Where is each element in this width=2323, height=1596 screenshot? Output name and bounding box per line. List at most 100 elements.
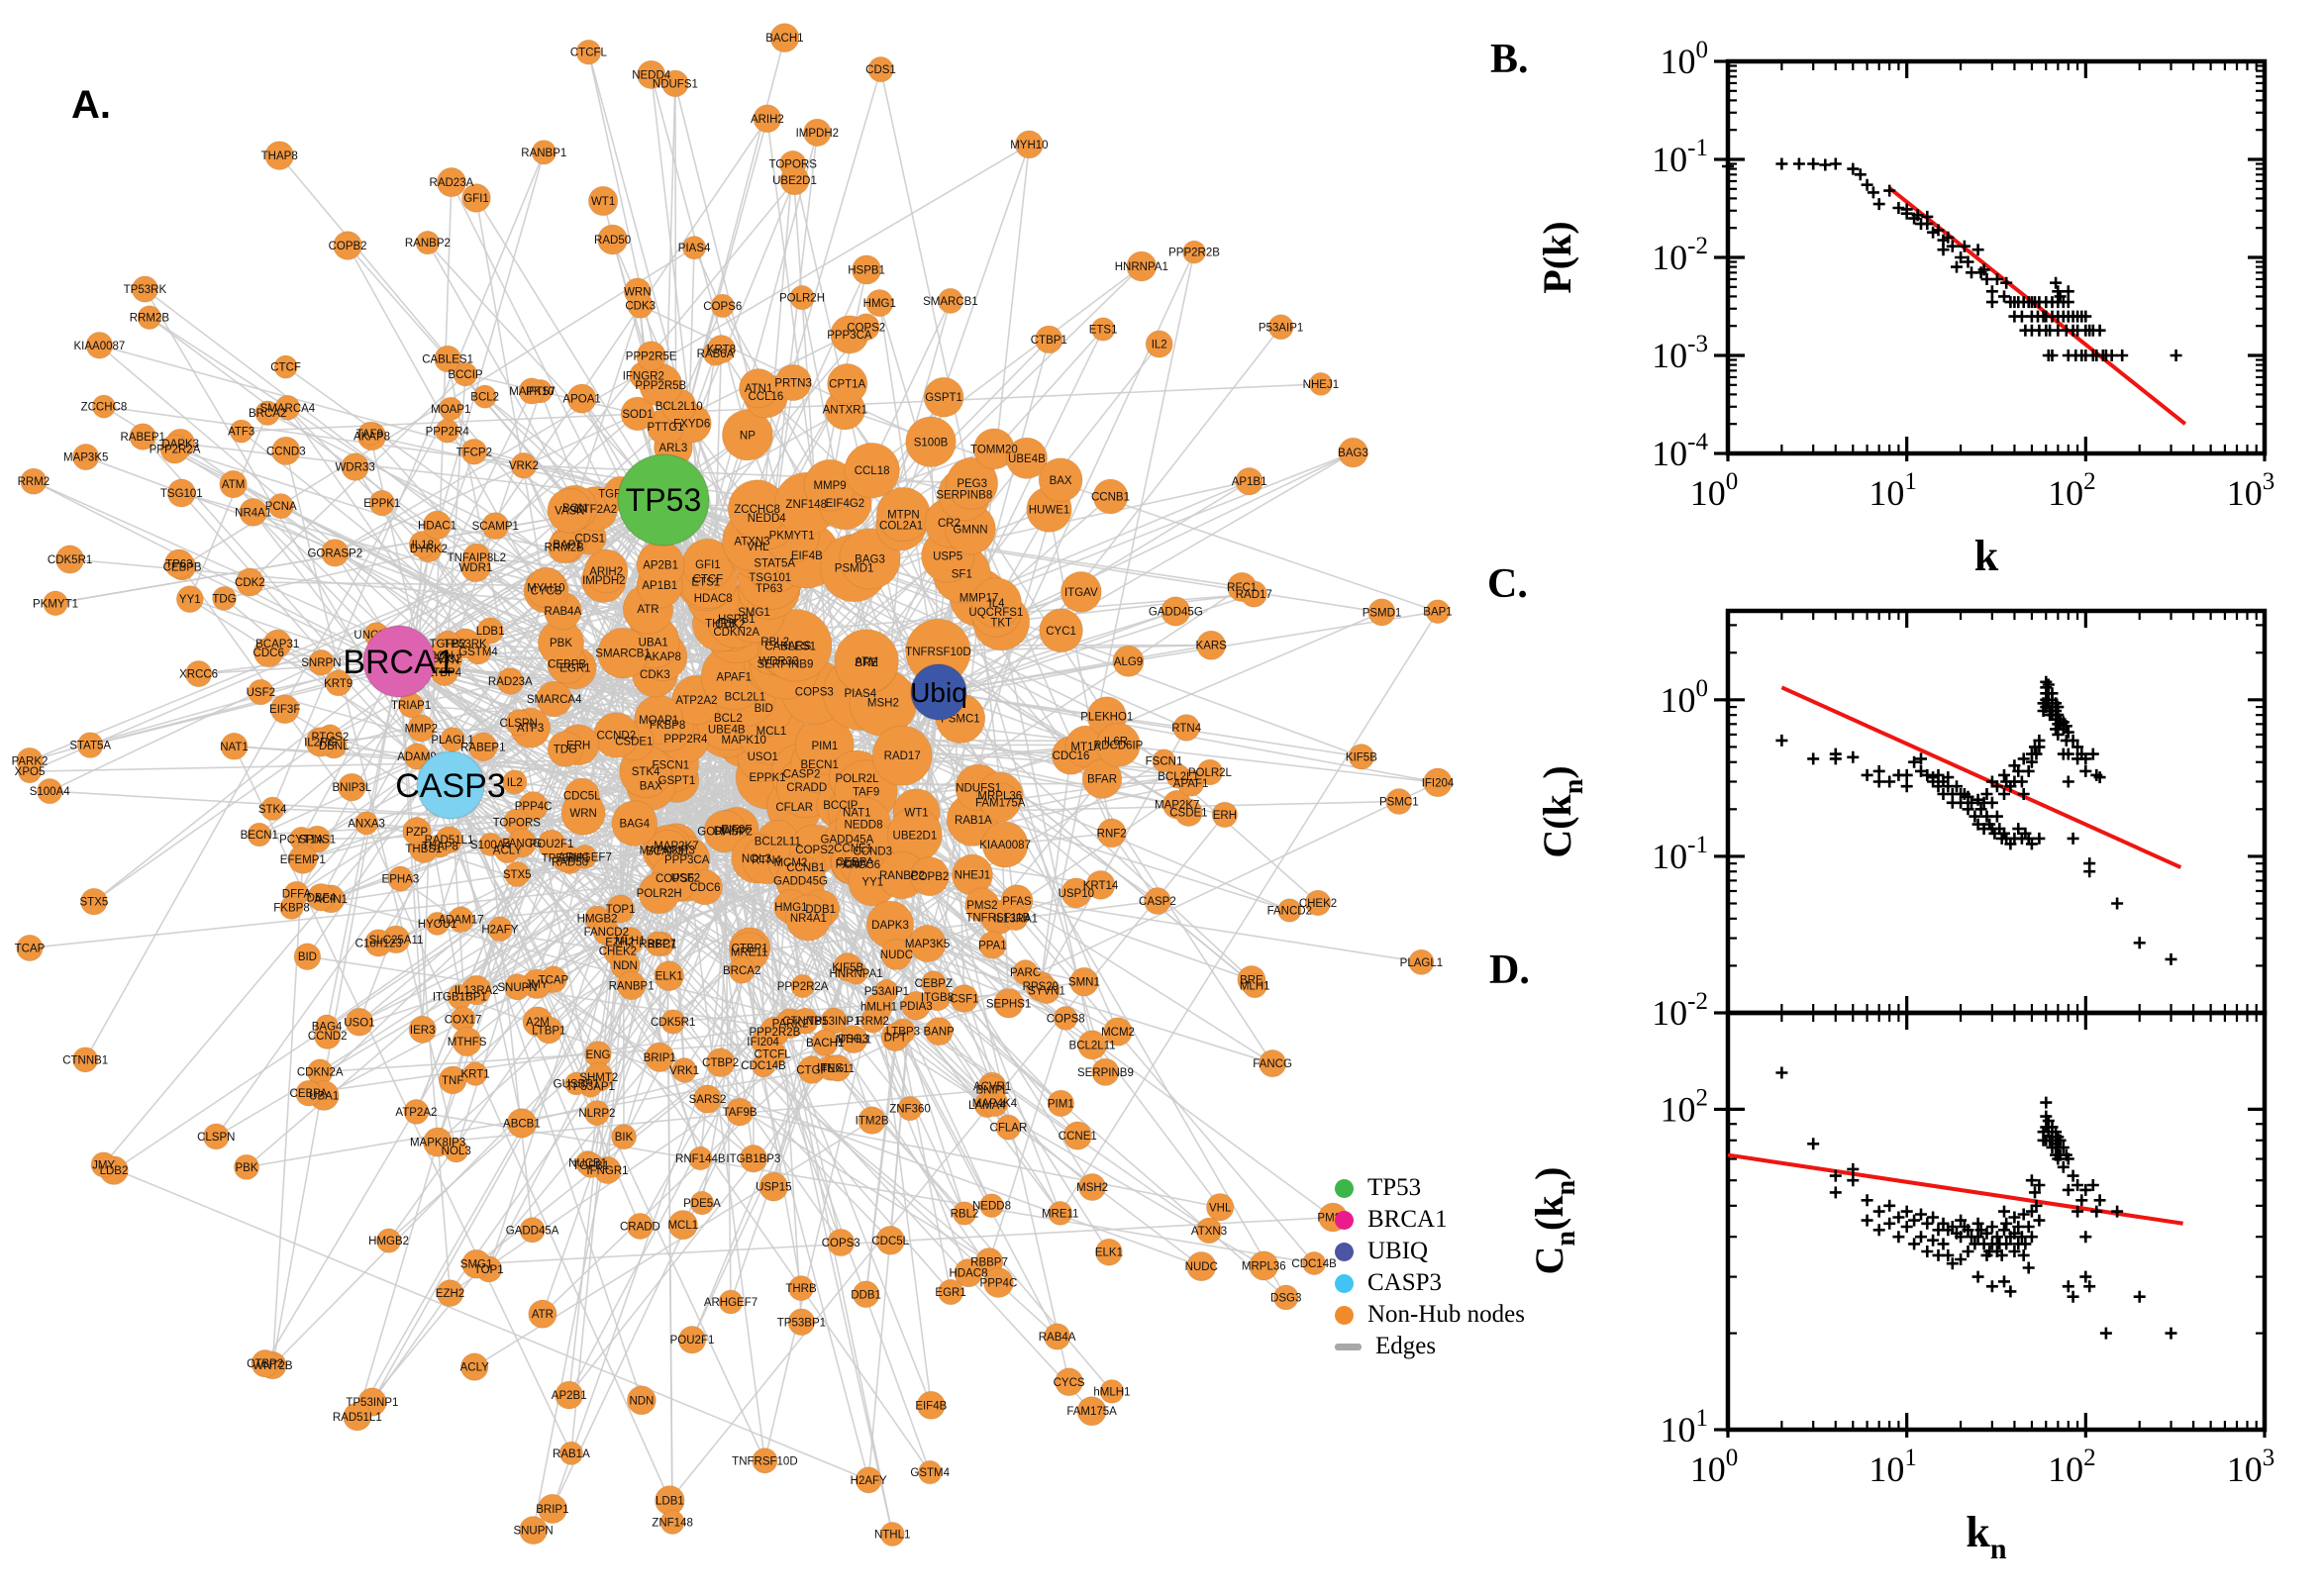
- network-node: [638, 871, 680, 915]
- data-point: [1892, 1231, 1905, 1244]
- network-edge: [320, 671, 446, 898]
- scatter-points: [1722, 157, 2182, 361]
- data-point: [1985, 285, 1998, 298]
- data-point: [1998, 1224, 2010, 1237]
- y-tick-label: 102: [1661, 1084, 1709, 1129]
- network-edge: [410, 704, 643, 1401]
- y-tick-label: 10-4: [1652, 429, 1708, 473]
- y-tick-label: 100: [1661, 675, 1709, 720]
- data-point: [1962, 1246, 1974, 1257]
- data-point: [2165, 1327, 2177, 1340]
- data-point: [2050, 276, 2063, 289]
- x-tick-label: 100: [1690, 1445, 1739, 1489]
- network-edge: [1060, 611, 1439, 1214]
- network-edge: [84, 408, 452, 1060]
- network-edge: [271, 858, 304, 1366]
- data-point: [1927, 1234, 1940, 1247]
- data-point: [2165, 952, 2177, 965]
- data-point: [1921, 1246, 1934, 1257]
- x-axis-label: k: [1974, 532, 1999, 580]
- data-point: [1980, 810, 1993, 823]
- network-edge: [99, 345, 664, 501]
- network-edge: [450, 784, 931, 1473]
- data-point: [1998, 1205, 2010, 1218]
- data-point: [2099, 1327, 2112, 1340]
- y-tick-label: 10-1: [1652, 135, 1708, 179]
- data-point: [1900, 780, 1913, 793]
- legend-item-nonhub: Non-Hub nodes: [1335, 1299, 1525, 1331]
- data-point: [2075, 1194, 2088, 1207]
- data-point: [1883, 1217, 1896, 1230]
- data-point: [1872, 198, 1885, 211]
- chart-panel-C: 100 10-1 10-2 C(kn): [1535, 608, 2268, 1033]
- data-point: [1908, 1214, 1921, 1227]
- scatter-points: [1775, 675, 2177, 965]
- network-edge: [1001, 593, 1255, 624]
- data-point: [1872, 1205, 1885, 1218]
- panel-a-label: A.: [71, 83, 111, 127]
- data-point: [1998, 1275, 2010, 1288]
- data-point: [1921, 1217, 1934, 1230]
- data-point: [1829, 157, 1842, 170]
- data-point: [1775, 1066, 1788, 1079]
- data-point: [2040, 1096, 2053, 1109]
- network-edge: [853, 1039, 911, 1110]
- x-tick-label: 102: [2048, 1445, 2096, 1489]
- panel-b-label: B.: [1490, 37, 1529, 82]
- legend-label: CASP3: [1367, 1269, 1443, 1296]
- y-axis-label: P(k): [1535, 221, 1579, 293]
- network-edge: [661, 943, 1093, 1412]
- network-edge: [606, 859, 767, 1171]
- network-edge: [334, 413, 639, 554]
- data-point: [2133, 1290, 2146, 1303]
- data-point: [1829, 1186, 1842, 1199]
- network-edge: [691, 251, 1195, 1341]
- network-edge: [988, 1018, 1066, 1262]
- data-point: [2133, 937, 2146, 949]
- legend-swatch-nonhub-circle: [1335, 1305, 1354, 1325]
- network-edge: [215, 878, 402, 1138]
- data-point: [1872, 764, 1885, 777]
- network-edge: [938, 610, 1439, 693]
- network-edge: [264, 740, 635, 1364]
- data-point: [1872, 1224, 1885, 1237]
- network-node: [611, 800, 658, 847]
- data-point: [1807, 1138, 1820, 1150]
- network-edge: [410, 680, 511, 706]
- plot-frame: [1725, 58, 2268, 456]
- legend-label: Non-Hub nodes: [1367, 1301, 1526, 1328]
- network-edge: [459, 995, 1202, 1267]
- y-tick-label: 101: [1661, 1405, 1709, 1449]
- y-tick-label: 100: [1661, 37, 1709, 81]
- network-edge: [93, 660, 400, 903]
- data-point: [2079, 764, 2092, 777]
- x-tick-label: 103: [2227, 1445, 2275, 1489]
- network-edge: [358, 784, 452, 1023]
- data-point: [1927, 1211, 1940, 1224]
- network-node: [703, 810, 747, 853]
- data-point: [2093, 1194, 2106, 1207]
- legend-item-tp53: TP53: [1335, 1172, 1525, 1204]
- network-edge: [98, 345, 1093, 1188]
- network-edge: [398, 390, 533, 662]
- network-edge: [271, 151, 546, 810]
- data-point: [1722, 160, 1734, 172]
- fit-line: [1887, 186, 2187, 426]
- data-point: [1908, 1238, 1921, 1250]
- data-point: [1872, 775, 1885, 788]
- network-edge: [662, 499, 802, 1289]
- data-point: [2067, 832, 2079, 845]
- axis-ticks: [1714, 611, 2267, 1015]
- y-axis-label: C(kn): [1535, 765, 1589, 857]
- y-axis-label: Cn(kn): [1527, 1167, 1581, 1275]
- legend-swatch-edges-dash: [1335, 1343, 1362, 1350]
- data-point: [1867, 186, 1879, 199]
- data-point: [1998, 768, 2010, 781]
- data-point: [1807, 157, 1820, 170]
- legend-item-casp3: CASP3: [1335, 1267, 1525, 1299]
- data-point: [1861, 1194, 1873, 1207]
- fit-line: [1727, 1152, 2183, 1226]
- network-edge: [475, 197, 664, 501]
- x-tick-label: 101: [1868, 1445, 1917, 1489]
